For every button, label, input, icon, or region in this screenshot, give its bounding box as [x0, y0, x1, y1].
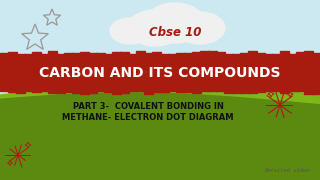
Bar — [40, 88, 49, 91]
Bar — [280, 90, 289, 93]
Bar — [0, 88, 9, 91]
Bar — [216, 88, 225, 91]
Text: CARBON AND ITS COMPOUNDS: CARBON AND ITS COMPOUNDS — [39, 66, 281, 80]
Bar — [48, 51, 57, 54]
Bar — [88, 90, 97, 93]
Bar — [104, 54, 113, 57]
Ellipse shape — [127, 10, 183, 46]
Bar — [24, 54, 33, 57]
Bar — [128, 88, 137, 91]
Ellipse shape — [175, 12, 225, 44]
Text: Cbse 10: Cbse 10 — [149, 26, 201, 39]
Bar — [288, 88, 297, 91]
Bar — [104, 89, 113, 92]
Ellipse shape — [145, 3, 205, 43]
Bar — [0, 53, 9, 56]
Bar — [80, 91, 89, 94]
Bar — [280, 51, 289, 54]
Bar — [112, 52, 121, 55]
Bar — [208, 51, 217, 54]
Bar — [96, 88, 105, 91]
Bar — [32, 89, 41, 91]
Bar — [48, 90, 57, 93]
Bar — [248, 90, 257, 93]
Bar — [272, 87, 281, 91]
Bar — [64, 89, 73, 92]
Bar — [200, 51, 209, 54]
Bar — [232, 54, 241, 57]
Bar — [296, 88, 305, 91]
Bar — [264, 88, 273, 91]
Bar — [248, 51, 257, 54]
Bar — [136, 51, 145, 54]
Bar — [80, 52, 89, 55]
Bar — [144, 53, 153, 56]
Bar — [312, 53, 320, 56]
Bar — [72, 53, 81, 56]
Bar — [184, 53, 193, 56]
Bar — [16, 54, 25, 57]
Bar — [184, 89, 193, 92]
Bar — [24, 88, 33, 91]
Bar — [288, 55, 297, 57]
Bar — [16, 91, 25, 93]
Text: PART 3-  COVALENT BONDING IN: PART 3- COVALENT BONDING IN — [73, 102, 223, 111]
Bar — [256, 53, 265, 56]
Text: METHANE- ELECTRON DOT DIAGRAM: METHANE- ELECTRON DOT DIAGRAM — [62, 114, 234, 123]
Bar — [304, 51, 313, 54]
Bar — [144, 91, 153, 94]
Bar — [224, 90, 233, 93]
Bar — [64, 53, 73, 56]
Bar — [224, 54, 233, 57]
Bar — [296, 52, 305, 55]
Bar — [152, 89, 161, 93]
Bar — [32, 52, 41, 55]
Bar — [168, 54, 177, 57]
Bar — [240, 90, 249, 93]
Bar — [112, 91, 121, 94]
Bar — [168, 88, 177, 91]
Bar — [8, 52, 17, 55]
Bar — [72, 90, 81, 93]
Bar — [272, 54, 281, 57]
Bar — [192, 52, 201, 55]
Bar — [8, 89, 17, 92]
Bar — [160, 89, 169, 92]
Bar — [152, 52, 161, 55]
Bar — [192, 90, 201, 93]
Bar — [40, 54, 49, 57]
Bar — [56, 54, 65, 57]
Bar — [200, 88, 209, 91]
Ellipse shape — [110, 18, 150, 44]
Bar — [208, 88, 217, 91]
Bar — [176, 89, 185, 92]
Bar — [160, 54, 169, 57]
Bar — [120, 90, 129, 93]
Bar — [136, 88, 145, 91]
Bar — [128, 54, 137, 57]
Bar — [176, 53, 185, 57]
Bar — [216, 52, 225, 55]
Bar — [232, 90, 241, 93]
Bar — [304, 91, 313, 94]
Bar — [120, 52, 129, 55]
Bar — [0, 55, 320, 90]
Bar — [96, 53, 105, 56]
Bar — [56, 90, 65, 93]
Bar — [256, 89, 265, 92]
Text: Detailed video: Detailed video — [265, 168, 310, 172]
Bar — [312, 91, 320, 94]
Bar — [240, 53, 249, 56]
Bar — [88, 53, 97, 56]
Bar — [264, 54, 273, 57]
